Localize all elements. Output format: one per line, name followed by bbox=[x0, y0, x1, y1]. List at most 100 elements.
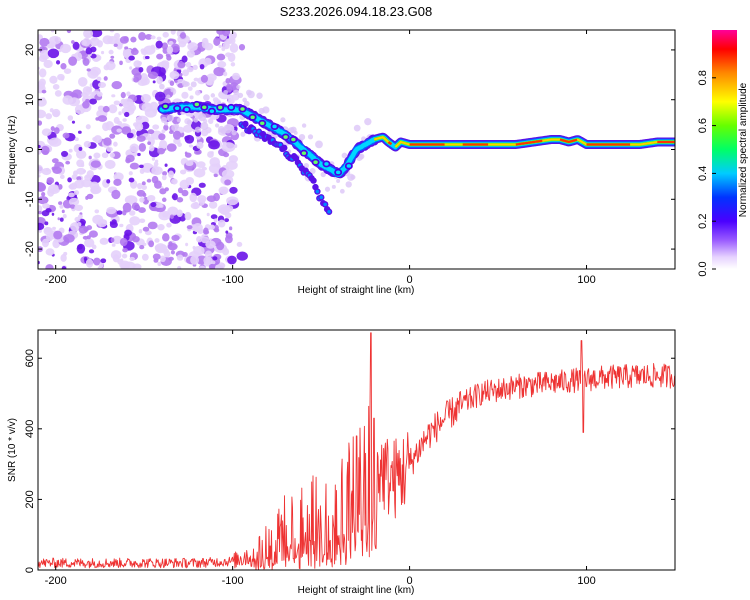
spectrogram-ytick-label: 10 bbox=[24, 94, 36, 106]
noise-speck bbox=[186, 49, 195, 58]
noise-speck bbox=[47, 188, 55, 197]
ridge-blob-core bbox=[174, 106, 180, 111]
noise-speck bbox=[109, 133, 116, 139]
noise-speck bbox=[210, 151, 214, 155]
noise-speck bbox=[97, 115, 108, 122]
noise-speck bbox=[139, 197, 145, 203]
noise-speck bbox=[204, 42, 214, 51]
noise-speck bbox=[131, 202, 140, 211]
noise-speck bbox=[193, 77, 199, 82]
noise-speck bbox=[111, 189, 121, 200]
noise-speck bbox=[137, 182, 143, 190]
noise-speck bbox=[77, 76, 88, 87]
noise-speck bbox=[73, 170, 78, 177]
noise-speck bbox=[69, 204, 76, 209]
noise-speck bbox=[38, 164, 44, 174]
noise-speck bbox=[110, 237, 115, 243]
noise-speck bbox=[157, 261, 162, 267]
noise-speck bbox=[229, 43, 239, 53]
signal-halo bbox=[210, 93, 216, 98]
noise-speck bbox=[108, 49, 114, 55]
noise-speck bbox=[177, 187, 183, 194]
noise-speck bbox=[113, 172, 124, 182]
noise-speck bbox=[146, 178, 152, 183]
signal-halo bbox=[339, 188, 345, 194]
ridge-blob-core bbox=[291, 137, 296, 142]
noise-speck bbox=[85, 258, 94, 268]
noise-speck bbox=[168, 256, 174, 261]
noise-speck bbox=[74, 137, 79, 142]
noise-speck bbox=[177, 60, 186, 69]
noise-speck bbox=[208, 140, 220, 150]
noise-speck bbox=[184, 152, 192, 158]
noise-speck bbox=[98, 262, 104, 269]
spectrogram-ytick-label: 20 bbox=[24, 44, 36, 56]
noise-speck bbox=[236, 241, 243, 247]
noise-speck bbox=[96, 91, 103, 97]
noise-speck bbox=[168, 40, 174, 46]
signal-halo bbox=[233, 89, 239, 96]
noise-speck bbox=[116, 128, 122, 133]
noise-speck bbox=[212, 256, 218, 261]
noise-speck bbox=[179, 169, 187, 175]
noise-speck bbox=[46, 177, 55, 184]
noise-speck bbox=[53, 127, 60, 134]
noise-speck bbox=[159, 255, 166, 263]
colorbar-tick-label: 0.6 bbox=[697, 118, 709, 133]
noise-speck bbox=[196, 141, 204, 149]
noise-speck bbox=[46, 233, 54, 242]
colorbar-gradient bbox=[712, 30, 737, 269]
noise-speck bbox=[63, 233, 75, 243]
noise-speck bbox=[213, 192, 220, 202]
signal-halo bbox=[214, 123, 220, 128]
noise-speck bbox=[149, 145, 155, 152]
noise-speck bbox=[205, 240, 216, 249]
noise-speck bbox=[60, 63, 67, 70]
noise-speck bbox=[119, 36, 129, 44]
noise-speck bbox=[141, 50, 149, 56]
branch-core bbox=[327, 209, 331, 214]
noise-speck bbox=[74, 179, 85, 189]
signal-halo bbox=[198, 113, 207, 122]
noise-speck bbox=[88, 155, 92, 160]
noise-speck bbox=[107, 36, 118, 45]
noise-speck bbox=[39, 37, 50, 47]
noise-speck bbox=[178, 72, 183, 77]
noise-speck bbox=[187, 42, 198, 52]
noise-speck bbox=[53, 185, 59, 193]
branch-core bbox=[257, 129, 261, 134]
noise-speck bbox=[48, 137, 62, 147]
noise-speck bbox=[128, 210, 136, 216]
noise-speck bbox=[217, 219, 226, 228]
noise-speck bbox=[179, 32, 187, 39]
noise-speck bbox=[106, 146, 113, 152]
noise-speck bbox=[158, 133, 166, 141]
signal-halo bbox=[301, 123, 307, 128]
noise-speck bbox=[220, 189, 228, 195]
branch-blob bbox=[242, 120, 249, 128]
signal-halo bbox=[280, 117, 286, 123]
noise-speck bbox=[66, 30, 72, 34]
noise-speck bbox=[206, 212, 210, 217]
noise-speck bbox=[151, 157, 155, 161]
noise-speck bbox=[85, 124, 91, 130]
noise-speck bbox=[82, 235, 89, 240]
noise-speck bbox=[181, 189, 189, 197]
signal-halo bbox=[331, 184, 336, 189]
noise-speck bbox=[223, 71, 228, 77]
noise-speck bbox=[172, 130, 182, 140]
noise-speck bbox=[130, 48, 139, 56]
signal-halo bbox=[315, 140, 323, 149]
noise-speck bbox=[169, 214, 174, 219]
noise-speck bbox=[51, 158, 59, 164]
signal-halo bbox=[307, 134, 314, 140]
noise-speck bbox=[210, 214, 218, 220]
snr-ytick-label: 0 bbox=[24, 567, 36, 573]
noise-speck bbox=[198, 182, 206, 188]
noise-speck bbox=[240, 131, 246, 137]
noise-speck bbox=[68, 197, 80, 206]
noise-speck bbox=[217, 204, 231, 214]
noise-speck bbox=[49, 35, 62, 45]
noise-speck bbox=[154, 238, 160, 243]
snr-ytick-label: 600 bbox=[24, 349, 36, 367]
